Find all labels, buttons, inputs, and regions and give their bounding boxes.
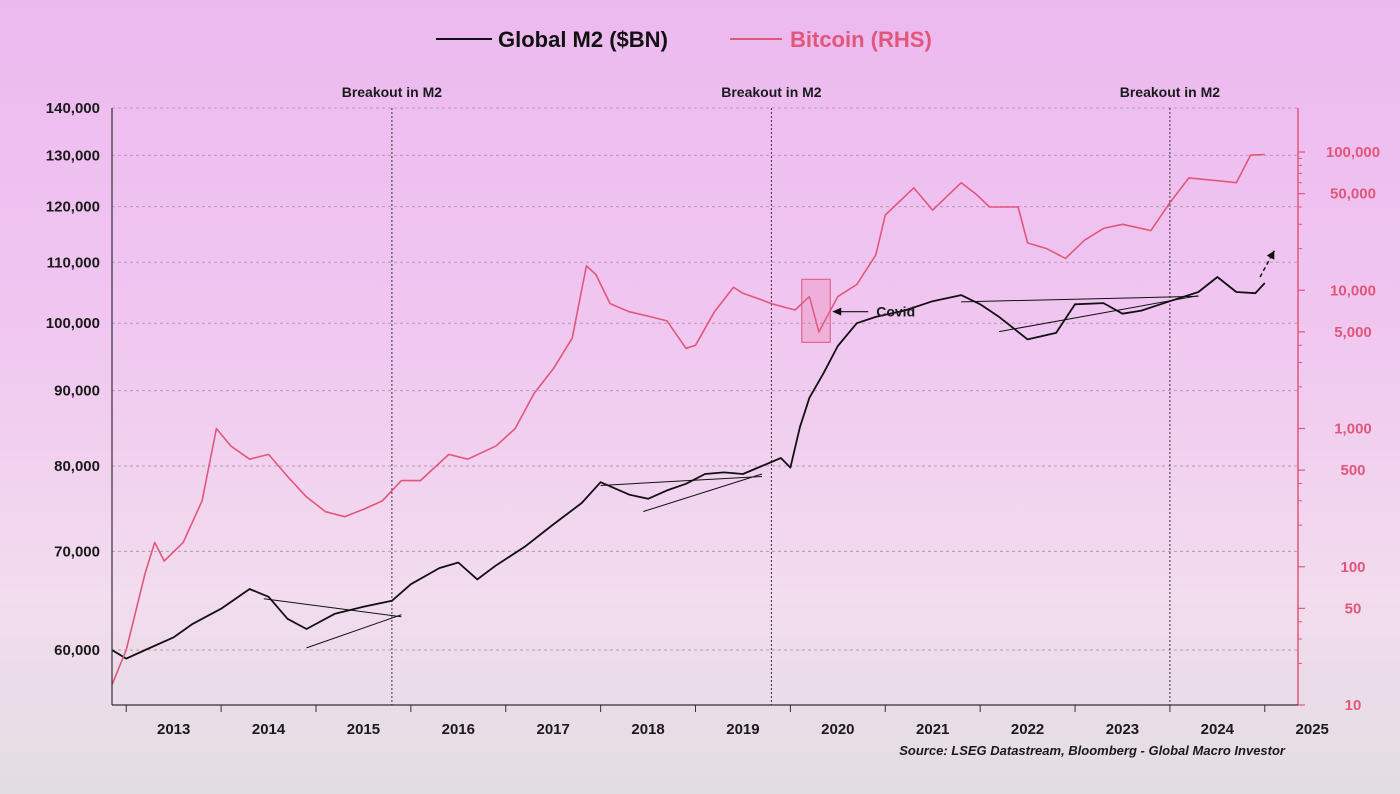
left-axis-tick-label: 110,000	[47, 254, 100, 271]
x-axis-tick-label: 2019	[726, 721, 759, 738]
trendline	[600, 475, 762, 486]
covid-highlight-box	[801, 278, 831, 343]
legend-btc-label: Bitcoin (RHS)	[790, 27, 932, 52]
right-axis-tick-label: 10,000	[1330, 282, 1376, 299]
source-note: Source: LSEG Datastream, Bloomberg - Glo…	[899, 743, 1286, 758]
series-lines	[111, 153, 1266, 686]
legend: Global M2 ($BN) Bitcoin (RHS)	[436, 27, 932, 52]
right-axis-tick-label: 100,000	[1326, 144, 1380, 161]
x-axis-tick-label: 2020	[821, 721, 854, 738]
annotations: Breakout in M2 Breakout in M2 Breakout in …	[342, 84, 1275, 343]
trendlines	[263, 295, 1199, 649]
x-axis-tick-label: 2022	[1011, 721, 1044, 738]
breakout-label: Breakout in M2	[721, 84, 822, 100]
x-axis-tick-label: 2013	[157, 721, 190, 738]
x-axis-tick-label: 2021	[916, 721, 949, 738]
gridlines	[112, 107, 1298, 651]
x-axis-tick-label: 2023	[1106, 721, 1139, 738]
breakout-markers	[391, 108, 1171, 705]
trendline	[643, 473, 763, 513]
x-axis-tick-label: 2024	[1201, 721, 1235, 738]
x-axis-tick-label: 2014	[252, 721, 286, 738]
trendline	[306, 614, 402, 649]
covid-arrow-head	[832, 307, 842, 316]
right-axis-tick-label: 50,000	[1330, 186, 1376, 203]
right-axis-tick-label: 1,000	[1334, 421, 1372, 438]
bitcoin-series-line	[111, 153, 1265, 686]
left-axis-tick-label: 90,000	[54, 383, 100, 400]
x-axis-tick-label: 2016	[442, 721, 475, 738]
breakout-label: Breakout in M2	[1120, 84, 1221, 100]
breakout-label: Breakout in M2	[342, 84, 443, 100]
legend-m2-label: Global M2 ($BN)	[498, 27, 668, 52]
x-axis-tick-label: 2017	[537, 721, 570, 738]
m2-series-line	[111, 276, 1266, 660]
tick-labels: 60,000 70,000 80,000 90,000 100,000 110,000 12…	[46, 100, 1380, 738]
left-axis-tick-label: 120,000	[46, 199, 100, 216]
projection-arrow-head	[1266, 250, 1275, 260]
trendline	[961, 295, 1199, 303]
axes	[111, 108, 1305, 712]
right-axis-tick-label: 100	[1340, 559, 1365, 576]
x-axis-tick-label: 2015	[347, 721, 380, 738]
left-axis-tick-label: 80,000	[54, 458, 100, 475]
trendline	[263, 598, 402, 618]
left-axis-tick-label: 130,000	[46, 147, 100, 164]
left-axis-tick-label: 60,000	[54, 642, 100, 659]
trendline	[999, 295, 1199, 333]
right-axis-tick-label: 5,000	[1334, 324, 1372, 341]
left-axis-tick-label: 70,000	[54, 543, 100, 560]
right-axis-tick-label: 50	[1345, 600, 1362, 617]
x-axis-tick-label: 2025	[1296, 721, 1329, 738]
left-axis-tick-label: 100,000	[46, 315, 100, 332]
right-axis-tick-label: 10	[1345, 697, 1362, 714]
covid-label: Covid	[876, 304, 915, 320]
x-axis-tick-label: 2018	[631, 721, 664, 738]
right-axis-tick-label: 500	[1340, 462, 1365, 479]
left-axis-tick-label: 140,000	[46, 100, 100, 117]
